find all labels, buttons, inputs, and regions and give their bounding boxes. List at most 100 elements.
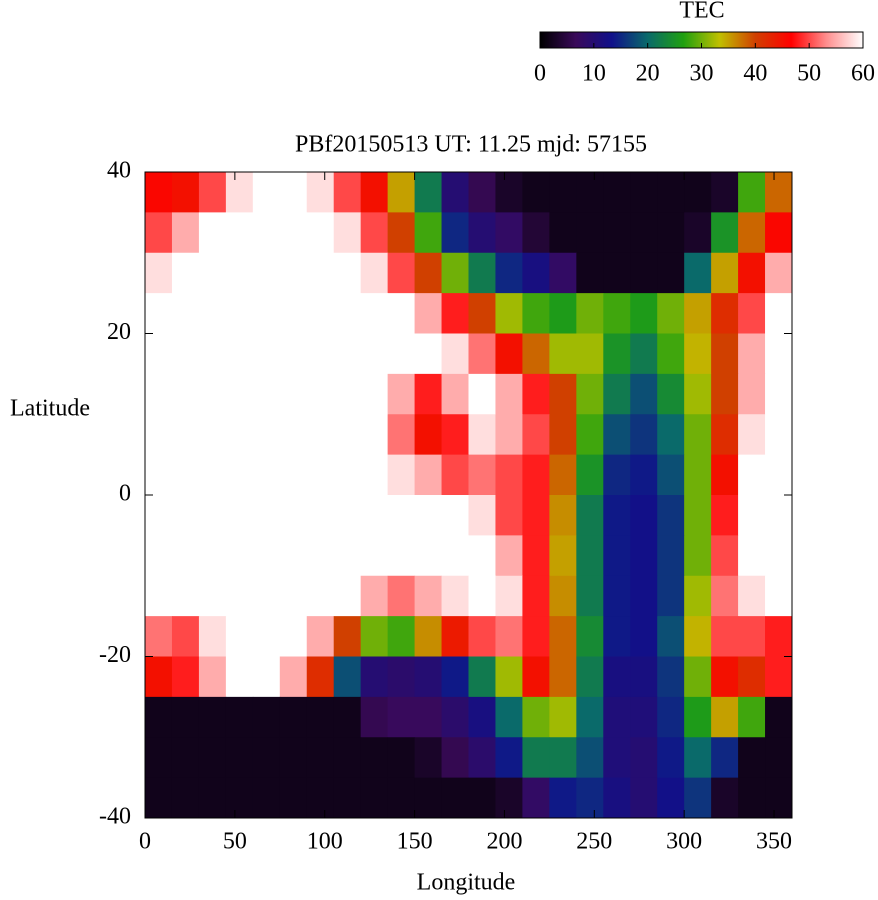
- heat-cell: [603, 212, 631, 254]
- heat-cell: [198, 333, 227, 375]
- heat-cell: [252, 616, 281, 657]
- heat-cell: [387, 252, 416, 294]
- x-tick-label: 300: [666, 829, 702, 855]
- heat-cell: [306, 777, 335, 819]
- colorbar-tick-label: 50: [797, 61, 821, 87]
- heat-cell: [738, 535, 766, 577]
- heat-cell: [711, 777, 739, 819]
- heat-cell: [387, 414, 416, 456]
- heat-cell: [360, 656, 389, 698]
- heat-cell: [387, 696, 416, 738]
- heat-cell: [468, 575, 496, 617]
- heat-cell: [549, 172, 577, 213]
- heat-cell: [738, 737, 766, 779]
- heat-cell: [145, 575, 173, 617]
- heat-cell: [495, 495, 523, 536]
- heat-cell: [279, 616, 308, 657]
- heat-cell: [711, 616, 739, 657]
- heat-cell: [522, 172, 550, 213]
- heat-cell: [171, 212, 200, 254]
- heat-cell: [441, 495, 469, 536]
- heat-cell: [279, 535, 308, 577]
- heat-cell: [333, 252, 362, 294]
- colorbar-tick-label: 60: [851, 61, 875, 87]
- heat-cell: [171, 616, 200, 657]
- heat-cell: [441, 414, 469, 456]
- heat-cell: [252, 212, 281, 254]
- y-tick-label: -20: [99, 642, 131, 668]
- heat-cell: [576, 495, 604, 536]
- heat-cell: [738, 495, 766, 536]
- heat-cell: [657, 373, 685, 415]
- heat-cell: [145, 777, 173, 819]
- heat-cell: [279, 737, 308, 779]
- heat-cell: [657, 535, 685, 577]
- heat-cell: [657, 616, 685, 657]
- heat-cell: [765, 212, 793, 254]
- heat-cell: [414, 252, 443, 294]
- heat-cell: [360, 495, 389, 536]
- heat-cell: [765, 777, 793, 819]
- heat-cell: [171, 696, 200, 738]
- heat-cell: [603, 616, 631, 657]
- heat-cell: [333, 495, 362, 536]
- heat-cell: [765, 252, 793, 294]
- heat-cell: [495, 656, 523, 698]
- heat-cell: [306, 373, 335, 415]
- heat-cell: [549, 535, 577, 577]
- heat-cell: [414, 373, 443, 415]
- x-axis-label: Longitude: [417, 870, 516, 896]
- x-tick-label: 200: [486, 829, 522, 855]
- heat-cell: [306, 212, 335, 254]
- heat-cell: [171, 333, 200, 375]
- heat-cell: [630, 495, 658, 536]
- heat-cell: [252, 252, 281, 294]
- heat-cell: [576, 575, 604, 617]
- heat-cell: [145, 495, 173, 536]
- heat-cell: [576, 535, 604, 577]
- heat-cell: [603, 373, 631, 415]
- heat-cell: [306, 495, 335, 536]
- heat-cell: [711, 293, 739, 334]
- heat-cell: [630, 373, 658, 415]
- heat-cell: [630, 777, 658, 819]
- heat-cell: [414, 737, 443, 779]
- heat-cell: [549, 495, 577, 536]
- heat-cell: [387, 616, 416, 657]
- heat-cell: [145, 333, 173, 375]
- heat-cell: [738, 616, 766, 657]
- heat-cell: [603, 252, 631, 294]
- heat-cell: [468, 212, 496, 254]
- heat-cell: [306, 616, 335, 657]
- heat-cell: [495, 414, 523, 456]
- heat-cell: [387, 212, 416, 254]
- heat-cell: [549, 656, 577, 698]
- heat-cell: [711, 737, 739, 779]
- heat-cell: [306, 656, 335, 698]
- heat-cell: [657, 454, 685, 496]
- heat-cell: [279, 696, 308, 738]
- heat-cell: [495, 252, 523, 294]
- heat-cell: [495, 696, 523, 738]
- heat-cell: [684, 373, 712, 415]
- heat-cell: [576, 656, 604, 698]
- x-tick-label: 350: [756, 829, 792, 855]
- heat-cell: [684, 575, 712, 617]
- heat-cell: [549, 575, 577, 617]
- heat-cell: [414, 616, 443, 657]
- heat-cell: [252, 696, 281, 738]
- heat-cell: [711, 454, 739, 496]
- heat-cell: [225, 252, 254, 294]
- heat-cell: [468, 616, 496, 657]
- heat-cell: [387, 535, 416, 577]
- heat-cell: [225, 656, 254, 698]
- heat-cell: [657, 495, 685, 536]
- heat-cell: [657, 737, 685, 779]
- heat-cell: [468, 454, 496, 496]
- heat-cell: [198, 373, 227, 415]
- heat-cell: [145, 293, 173, 334]
- heat-cell: [765, 495, 793, 536]
- colorbar-tick-label: 30: [690, 61, 714, 87]
- heat-cell: [360, 373, 389, 415]
